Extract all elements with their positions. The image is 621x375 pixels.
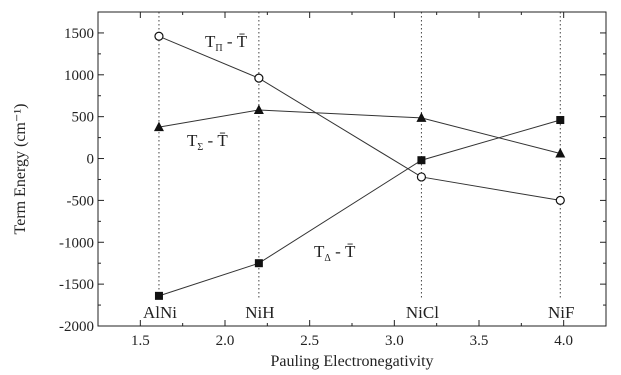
y-ticks-group: -2000 -1500 -1000 -500 0 500 1000 1500 [59, 26, 606, 335]
data-point [417, 173, 425, 181]
markers-group [154, 32, 565, 300]
x-tick-label: 3.5 [470, 333, 489, 349]
series-line [159, 36, 560, 200]
data-point [417, 156, 425, 164]
y-tick-label: 1000 [64, 68, 94, 84]
y-tick-label: -1500 [59, 277, 94, 293]
data-point [556, 116, 564, 124]
y-tick-label: -1000 [59, 235, 94, 251]
molecule-label: NiF [548, 303, 574, 322]
x-tick-label: 3.0 [385, 333, 404, 349]
data-point [155, 32, 163, 40]
labels-group: AlNi NiH NiCl NiF TΠ - T̄ TΣ - T̄ TΔ - T̄ [143, 32, 575, 322]
data-point [416, 112, 426, 122]
y-tick-label: 0 [87, 152, 95, 168]
x-tick-label: 2.0 [216, 333, 235, 349]
x-tick-label: 1.5 [131, 333, 150, 349]
data-point [255, 259, 263, 267]
y-tick-label: -2000 [59, 319, 94, 335]
series-label: TΣ - T̄ [187, 131, 228, 153]
molecule-label: AlNi [143, 303, 177, 322]
x-axis-label: Pauling Electronegativity [270, 353, 433, 370]
molecule-label: NiH [245, 303, 274, 322]
series-label: TΔ - T̄ [314, 242, 356, 264]
x-tick-label: 4.0 [554, 333, 573, 349]
molecule-label: NiCl [406, 303, 439, 322]
y-tick-label: 1500 [64, 26, 94, 42]
data-point [155, 292, 163, 300]
y-tick-label: -500 [67, 193, 95, 209]
x-tick-label: 2.5 [300, 333, 319, 349]
plot-frame [98, 12, 606, 326]
y-tick-label: 500 [72, 110, 95, 126]
data-point [255, 74, 263, 82]
data-point [254, 104, 264, 114]
x-ticks-group: 1.5 2.0 2.5 3.0 3.5 4.0 [131, 12, 573, 349]
series-lines-group [159, 36, 560, 296]
guide-lines-group [159, 12, 560, 298]
y-axis-label: Term Energy (cm⁻¹) [12, 104, 29, 235]
data-point [556, 196, 564, 204]
series-label: TΠ - T̄ [205, 32, 248, 54]
